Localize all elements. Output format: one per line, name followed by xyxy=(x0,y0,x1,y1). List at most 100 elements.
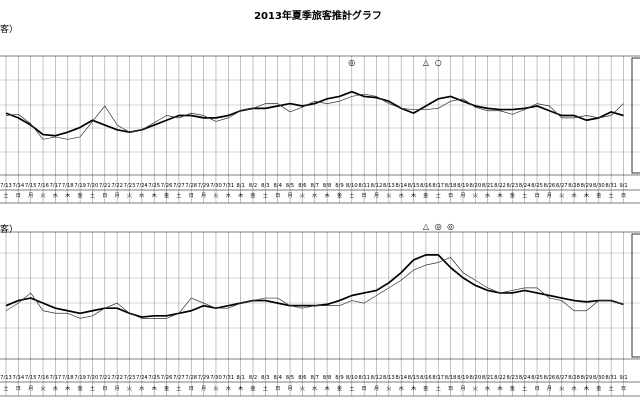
x-tick-label: 8/13 xyxy=(383,375,395,381)
weekday-label: 金 xyxy=(423,384,429,392)
weekday-label: 月 xyxy=(460,385,465,392)
series-line-thin xyxy=(5,93,624,140)
x-tick-label: 7/29 xyxy=(198,183,210,189)
x-tick-label: 8/27 xyxy=(556,375,568,381)
x-tick-label: 8/25 xyxy=(531,183,543,189)
x-tick-label: 8/17 xyxy=(432,375,444,381)
x-tick-label: 7/18 xyxy=(62,183,74,189)
x-tick-label: 7/24 xyxy=(136,183,148,189)
weekday-label: 金 xyxy=(77,191,83,199)
x-tick-label: 7/22 xyxy=(111,183,123,189)
x-tick-label: 8/18 xyxy=(445,375,457,381)
x-tick-label: 8/30 xyxy=(593,183,605,189)
x-tick-label: 8/31 xyxy=(605,375,617,381)
weekday-label: 木 xyxy=(65,384,71,392)
weekday-label: 金 xyxy=(337,384,343,392)
weekday-label: 木 xyxy=(497,191,503,199)
weekday-label: 日 xyxy=(362,192,367,199)
weekday-label: 火 xyxy=(473,193,478,199)
x-tick-label: 7/22 xyxy=(111,375,123,381)
x-tick-label: 7/25 xyxy=(148,183,160,189)
x-tick-label: 7/16 xyxy=(37,375,49,381)
weekday-label: 土 xyxy=(436,384,441,392)
weekday-label: 月 xyxy=(374,385,379,392)
event-marker: △ xyxy=(423,222,430,231)
weekday-label: 水 xyxy=(312,191,318,199)
series-line-thick xyxy=(5,90,624,137)
x-tick-label: 8/9 xyxy=(335,183,343,189)
x-tick-label: 7/17 xyxy=(50,183,62,189)
x-tick-label: 8/22 xyxy=(494,375,506,381)
x-tick-label: 7/20 xyxy=(87,375,99,381)
weekday-label: 日 xyxy=(621,385,626,392)
weekday-label: 土 xyxy=(349,384,354,392)
weekday-label: 月 xyxy=(374,192,379,199)
x-tick-label: 7/26 xyxy=(161,375,173,381)
weekday-label: 木 xyxy=(584,191,590,199)
x-tick-label: 7/19 xyxy=(74,183,86,189)
x-tick-label: 8/25 xyxy=(531,375,543,381)
weekday-label: 月 xyxy=(28,385,33,392)
weekday-label: 日 xyxy=(621,192,626,199)
x-tick-label: 7/21 xyxy=(99,183,111,189)
x-tick-label: 8/27 xyxy=(556,183,568,189)
x-tick-label: 8/21 xyxy=(482,183,494,189)
x-tick-label: 7/27 xyxy=(173,375,185,381)
x-tick-label: 8/19 xyxy=(457,375,469,381)
weekday-label: 土 xyxy=(263,191,268,199)
weekday-label: 金 xyxy=(77,384,83,392)
x-tick-label: 8/4 xyxy=(274,375,283,381)
weekday-label: 月 xyxy=(115,385,120,392)
x-tick-label: 7/15 xyxy=(25,375,37,381)
weekday-label: 木 xyxy=(497,384,503,392)
x-tick-label: 8/11 xyxy=(358,375,370,381)
x-tick-label: 7/14 xyxy=(13,375,25,381)
x-tick-label: 7/28 xyxy=(185,375,197,381)
x-tick-label: 8/29 xyxy=(581,375,593,381)
x-tick-label: 8/3 xyxy=(261,183,269,189)
x-tick-label: 8/6 xyxy=(298,375,306,381)
weekday-label: 木 xyxy=(584,384,590,392)
weekday-label: 木 xyxy=(324,191,330,199)
event-marker: △ xyxy=(423,58,430,67)
weekday-label: 日 xyxy=(189,385,194,392)
weekday-label: 日 xyxy=(16,192,21,199)
weekday-label: 木 xyxy=(65,191,71,199)
weekday-label: 金 xyxy=(510,384,516,392)
series-line-thin xyxy=(5,257,624,319)
x-tick-label: 7/31 xyxy=(222,375,234,381)
weekday-label: 水 xyxy=(485,191,491,199)
x-tick-label: 8/14 xyxy=(395,375,407,381)
panel-1-unit-label: 客） xyxy=(0,23,18,35)
x-tick-label: 7/25 xyxy=(148,375,160,381)
x-tick-label: 8/16 xyxy=(420,375,432,381)
x-tick-label: 7/30 xyxy=(210,375,222,381)
weekday-label: 日 xyxy=(102,192,107,199)
x-tick-label: 8/20 xyxy=(469,183,481,189)
weekday-label: 火 xyxy=(473,386,478,392)
x-tick-label: 7/19 xyxy=(74,375,86,381)
weekday-label: 火 xyxy=(559,386,564,392)
x-tick-label: 8/21 xyxy=(482,375,494,381)
x-tick-label: 7/30 xyxy=(210,183,222,189)
weekday-label: 土 xyxy=(90,191,95,199)
weekday-label: 土 xyxy=(609,191,614,199)
weekday-label: 日 xyxy=(102,385,107,392)
x-tick-label: 7/28 xyxy=(185,183,197,189)
event-marker: ○ xyxy=(435,58,442,67)
x-tick-label: 7/23 xyxy=(124,375,136,381)
chart-title: 2013年夏季旅客推計グラフ xyxy=(254,9,382,22)
weekday-label: 日 xyxy=(534,192,539,199)
weekday-label: 金 xyxy=(250,384,256,392)
weekday-label: 木 xyxy=(238,384,244,392)
x-tick-label: 7/26 xyxy=(161,183,173,189)
x-tick-label: 7/31 xyxy=(222,183,234,189)
weekday-label: 土 xyxy=(3,384,8,392)
weekday-label: 火 xyxy=(127,386,132,392)
weekday-label: 水 xyxy=(571,191,577,199)
weekday-label: 金 xyxy=(510,191,516,199)
x-tick-label: 8/1 xyxy=(236,183,244,189)
weekday-label: 土 xyxy=(90,384,95,392)
x-tick-label: 8/16 xyxy=(420,183,432,189)
